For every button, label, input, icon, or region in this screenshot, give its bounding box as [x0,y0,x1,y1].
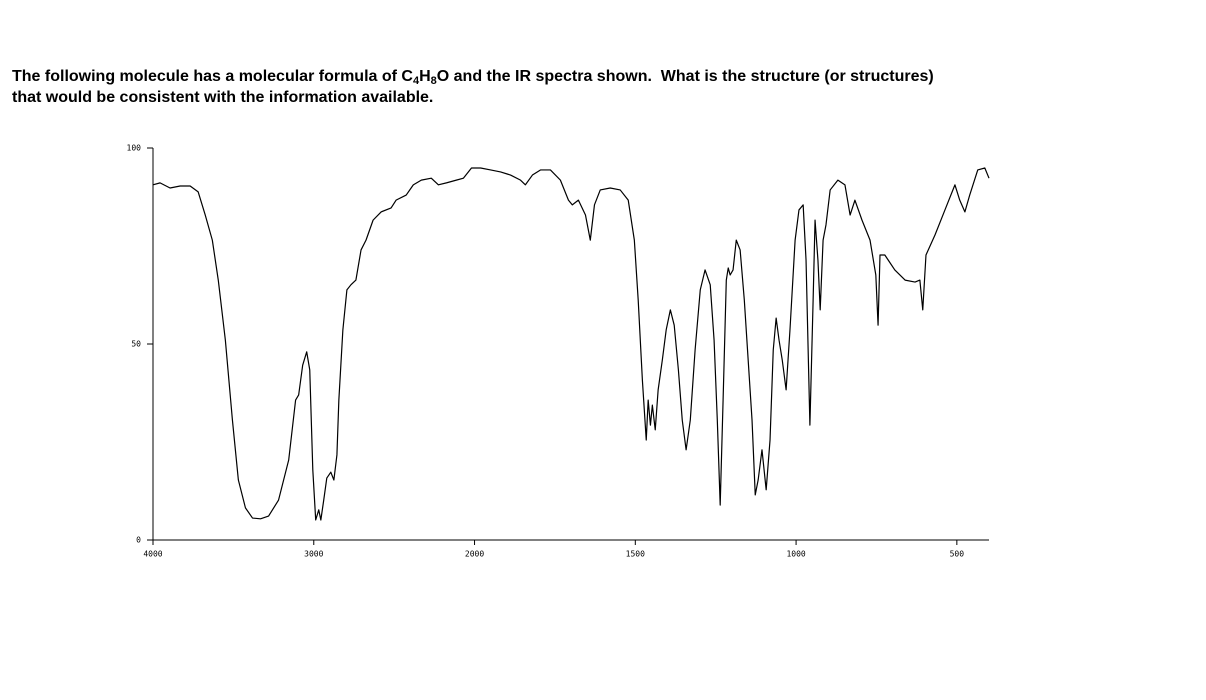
y-tick-label: 0 [136,536,141,545]
question: The following molecule has a molecular f… [12,66,1162,108]
x-tick-label: 500 [950,550,965,559]
x-tick-label: 1000 [786,550,805,559]
question-text: The following molecule has a molecular f… [12,68,413,85]
subscript: 4 [412,75,420,87]
question-text: H [419,68,431,85]
y-tick-label: 100 [127,144,142,153]
x-tick-label: 3000 [304,550,323,559]
y-tick-label: 50 [131,340,141,349]
subscript: 8 [430,75,437,87]
x-tick-label: 2000 [465,550,484,559]
x-tick-label: 4000 [143,550,162,559]
x-tick-label: 1500 [626,550,645,559]
spectrum-line [152,167,990,521]
question-text: O and the IR spectra shown. What is the … [12,68,934,106]
